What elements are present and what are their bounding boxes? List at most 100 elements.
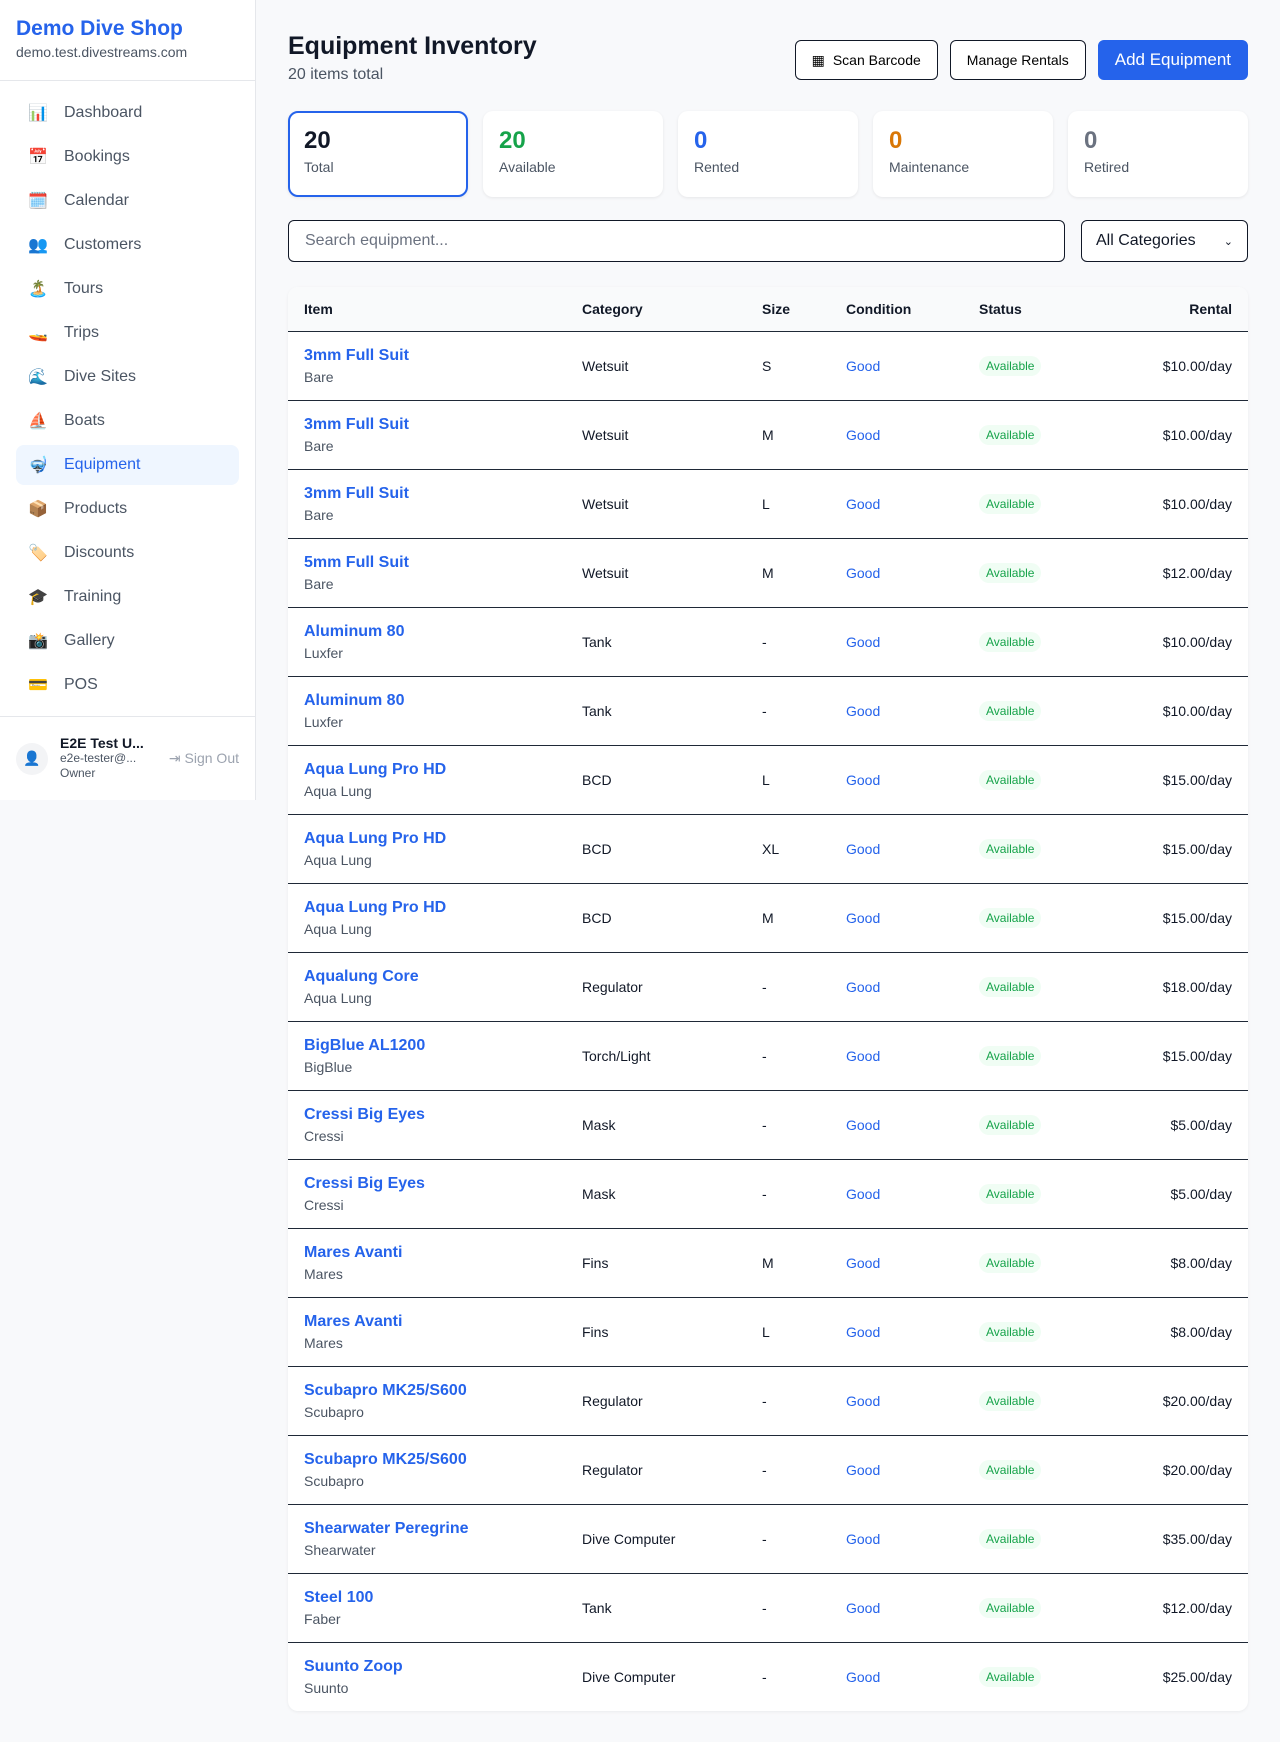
item-name-link[interactable]: Aluminum 80 [304,623,405,640]
sidebar-item-dashboard[interactable]: 📊 Dashboard [16,93,239,133]
item-rental-price: $8.00/day [1170,1324,1233,1340]
item-brand: Shearwater [304,1542,376,1558]
col-status[interactable]: Status [979,301,1022,317]
scan-barcode-button[interactable]: ▦ Scan Barcode [794,40,938,80]
sidebar-item-dive-sites[interactable]: 🌊 Dive Sites [16,357,239,397]
item-name-link[interactable]: Mares Avanti [304,1313,403,1330]
item-size: - [762,1048,767,1064]
item-name-link[interactable]: Suunto Zoop [304,1658,403,1675]
stat-label: Available [499,159,556,175]
item-condition: Good [846,910,881,926]
status-badge: Available [979,563,1042,583]
table-row[interactable]: 5mm Full Suit Bare Wetsuit M Good Availab… [288,538,1248,607]
sidebar-item-trips[interactable]: 🚤 Trips [16,313,239,353]
sidebar-item-label: Dashboard [64,104,143,121]
item-rental-price: $15.00/day [1162,910,1232,926]
item-name-link[interactable]: Aqualung Core [304,968,419,985]
stat-label: Retired [1084,159,1130,175]
table-row[interactable]: Aluminum 80 Luxfer Tank - Good Available … [288,607,1248,676]
item-condition: Good [846,1600,881,1616]
table-row[interactable]: Cressi Big Eyes Cressi Mask - Good Availa… [288,1159,1248,1228]
item-name-link[interactable]: Aqua Lung Pro HD [304,899,447,916]
sidebar-item-bookings[interactable]: 📅 Bookings [16,137,239,177]
item-rental-price: $15.00/day [1162,1048,1232,1064]
item-name-link[interactable]: Scubapro MK25/S600 [304,1382,467,1399]
item-name-link[interactable]: BigBlue AL1200 [304,1037,426,1054]
item-name-link[interactable]: Cressi Big Eyes [304,1175,425,1192]
item-name-link[interactable]: Aluminum 80 [304,692,405,709]
category-select[interactable]: All Categories ⌄ [1081,220,1248,262]
table-row[interactable]: Aluminum 80 Luxfer Tank - Good Available … [288,676,1248,745]
item-name-link[interactable]: 3mm Full Suit [304,347,409,364]
col-item[interactable]: Item [304,301,333,317]
item-name-link[interactable]: Shearwater Peregrine [304,1520,469,1537]
table-row[interactable]: Aqua Lung Pro HD Aqua Lung BCD L Good Ava… [288,745,1248,814]
item-name-link[interactable]: 3mm Full Suit [304,485,409,502]
table-row[interactable]: BigBlue AL1200 BigBlue Torch/Light - Good… [288,1021,1248,1090]
item-name-link[interactable]: Steel 100 [304,1589,374,1606]
sidebar-item-label: Trips [64,324,99,341]
add-equipment-button[interactable]: Add Equipment [1097,40,1248,80]
item-name-link[interactable]: Aqua Lung Pro HD [304,830,447,847]
table-row[interactable]: Aqualung Core Aqua Lung Regulator - Good … [288,952,1248,1021]
sidebar-item-training[interactable]: 🎓 Training [16,577,239,617]
table-row[interactable]: Cressi Big Eyes Cressi Mask - Good Availa… [288,1090,1248,1159]
stat-value: 20 [499,127,526,154]
stat-card-available[interactable]: 20 Available [483,111,663,197]
sidebar-item-gallery[interactable]: 📸 Gallery [16,621,239,661]
item-name-link[interactable]: 5mm Full Suit [304,554,409,571]
item-condition: Good [846,1393,881,1409]
table-row[interactable]: 3mm Full Suit Bare Wetsuit S Good Availab… [288,331,1248,400]
table-row[interactable]: Steel 100 Faber Tank - Good Available $12… [288,1573,1248,1642]
item-category: BCD [582,910,612,926]
table-row[interactable]: Scubapro MK25/S600 Scubapro Regulator - G… [288,1366,1248,1435]
search-input[interactable] [288,220,1065,262]
table-row[interactable]: Shearwater Peregrine Shearwater Dive Comp… [288,1504,1248,1573]
item-size: - [762,1462,767,1478]
item-category: Fins [582,1255,609,1271]
sidebar-item-boats[interactable]: ⛵ Boats [16,401,239,441]
user-panel: 👤 E2E Test U... e2e-tester@... Owner ⇥ S… [0,716,255,800]
status-badge: Available [979,1460,1042,1480]
table-row[interactable]: 3mm Full Suit Bare Wetsuit L Good Availab… [288,469,1248,538]
sidebar-item-customers[interactable]: 👥 Customers [16,225,239,265]
stat-card-total[interactable]: 20 Total [288,111,468,197]
col-rental[interactable]: Rental [1189,301,1232,317]
table-row[interactable]: Aqua Lung Pro HD Aqua Lung BCD M Good Ava… [288,883,1248,952]
sidebar-item-equipment[interactable]: 🤿 Equipment [16,445,239,485]
stat-card-retired[interactable]: 0 Retired [1068,111,1248,197]
table-row[interactable]: 3mm Full Suit Bare Wetsuit M Good Availab… [288,400,1248,469]
table-row[interactable]: Scubapro MK25/S600 Scubapro Regulator - G… [288,1435,1248,1504]
item-name-link[interactable]: Mares Avanti [304,1244,403,1261]
table-row[interactable]: Suunto Zoop Suunto Dive Computer - Good A… [288,1642,1248,1711]
table-row[interactable]: Mares Avanti Mares Fins L Good Available … [288,1297,1248,1366]
item-brand: Suunto [304,1680,349,1696]
sign-out-button[interactable]: ⇥ Sign Out [169,750,239,767]
col-condition[interactable]: Condition [846,301,912,317]
stat-card-rented[interactable]: 0 Rented [678,111,858,197]
item-name-link[interactable]: 3mm Full Suit [304,416,409,433]
item-brand: Cressi [304,1197,344,1213]
equipment-icon: 🤿 [28,457,48,474]
col-size[interactable]: Size [762,301,791,317]
item-size: S [762,358,772,374]
item-size: M [762,565,774,581]
sidebar-item-pos[interactable]: 💳 POS [16,665,239,705]
category-value: All Categories [1096,232,1196,249]
col-category[interactable]: Category [582,301,643,317]
item-name-link[interactable]: Scubapro MK25/S600 [304,1451,467,1468]
table-row[interactable]: Mares Avanti Mares Fins M Good Available … [288,1228,1248,1297]
item-condition: Good [846,358,881,374]
sidebar-item-discounts[interactable]: 🏷️ Discounts [16,533,239,573]
sidebar-item-products[interactable]: 📦 Products [16,489,239,529]
item-name-link[interactable]: Aqua Lung Pro HD [304,761,447,778]
sidebar-item-calendar[interactable]: 🗓️ Calendar [16,181,239,221]
item-name-link[interactable]: Cressi Big Eyes [304,1106,425,1123]
item-category: Wetsuit [582,358,629,374]
item-category: Wetsuit [582,496,629,512]
table-row[interactable]: Aqua Lung Pro HD Aqua Lung BCD XL Good Av… [288,814,1248,883]
stat-card-maintenance[interactable]: 0 Maintenance [873,111,1053,197]
shop-name[interactable]: Demo Dive Shop [16,17,183,40]
manage-rentals-button[interactable]: Manage Rentals [949,40,1086,80]
sidebar-item-tours[interactable]: 🏝️ Tours [16,269,239,309]
